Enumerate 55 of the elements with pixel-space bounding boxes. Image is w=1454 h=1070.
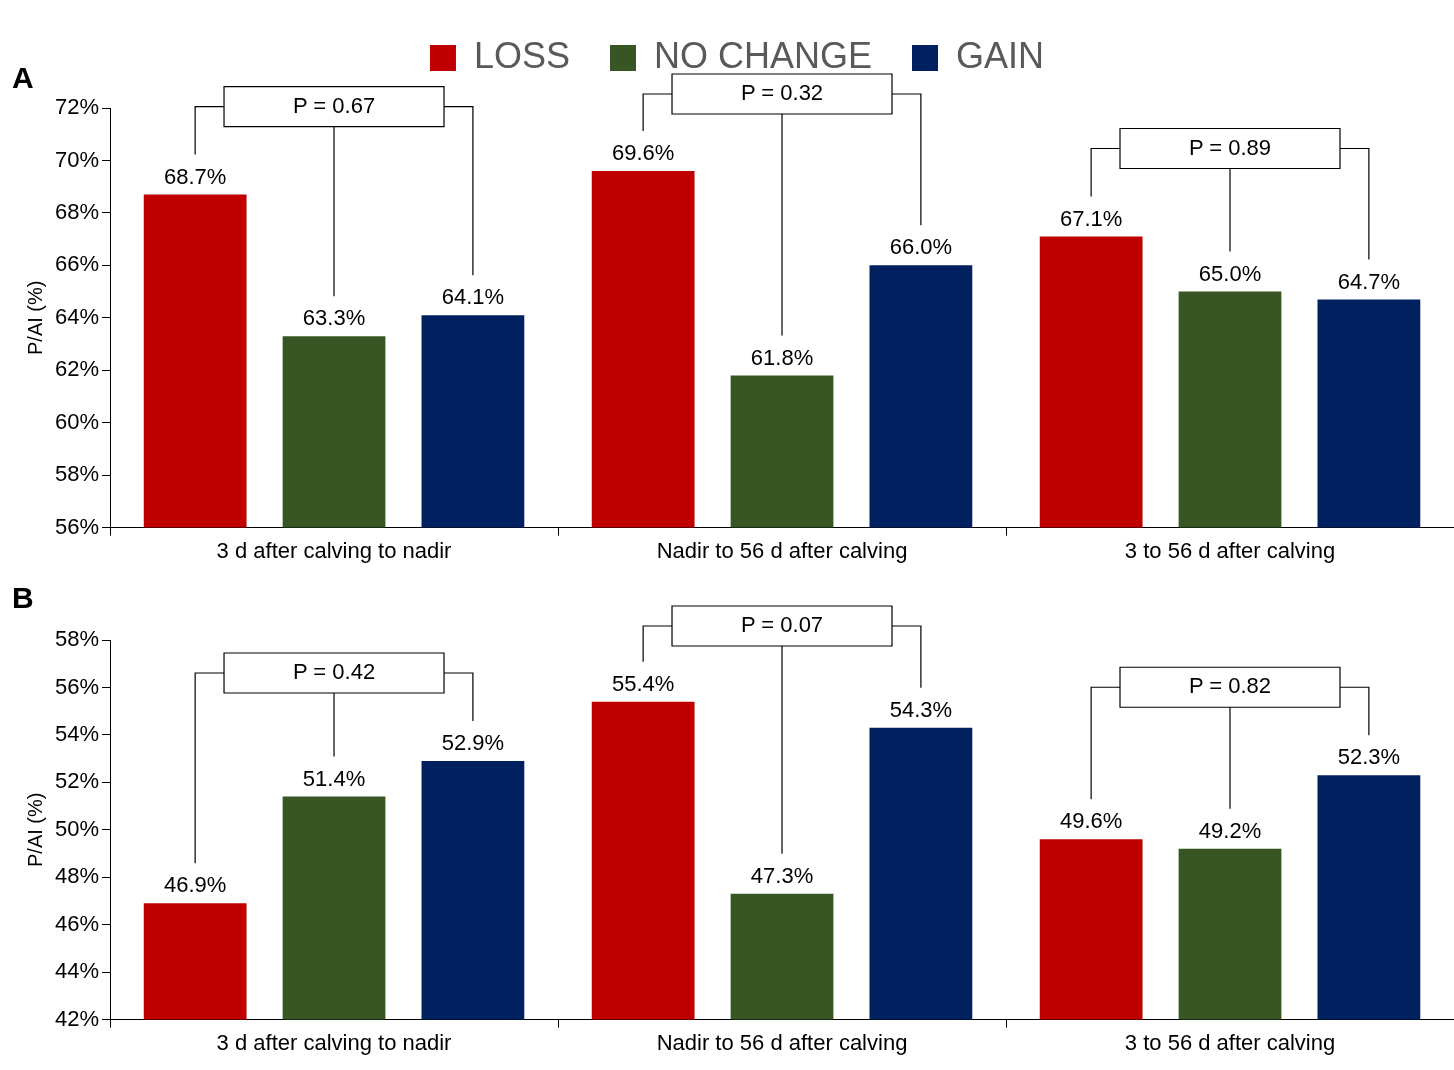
- legend-label: LOSS: [473, 34, 571, 76]
- y-tick-label: 42%: [54, 1005, 100, 1031]
- data-label: 69.6%: [611, 140, 675, 165]
- x-tick-label: Nadir to 56 d after calving: [656, 1029, 908, 1055]
- legend-label: NO CHANGE: [654, 34, 873, 76]
- chart-title: B: [12, 581, 34, 615]
- data-label: 46.9%: [163, 872, 227, 898]
- y-tick-label: 60%: [54, 408, 100, 434]
- x-tick-label: 3 to 56 d after calving: [1124, 1029, 1336, 1055]
- x-tick-label: Nadir to 56 d after calving: [656, 537, 908, 563]
- y-tick-label: 48%: [54, 863, 100, 889]
- data-label: 49.6%: [1059, 808, 1123, 834]
- y-tick-label: 62%: [54, 356, 100, 382]
- y-tick-label: 52%: [54, 768, 100, 794]
- data-label: 54.3%: [889, 696, 953, 722]
- y-axis-title: P/AI (%): [23, 792, 46, 868]
- data-label: 55.4%: [611, 670, 675, 696]
- data-label: 61.8%: [750, 344, 814, 370]
- y-tick-label: 50%: [54, 815, 100, 841]
- data-label: 52.3%: [1337, 744, 1401, 770]
- annotation: P = 0.07: [740, 612, 824, 638]
- y-tick-label: 70%: [54, 146, 100, 172]
- y-tick-label: 66%: [54, 251, 100, 277]
- y-tick-label: 46%: [54, 910, 100, 936]
- legend-label: GAIN: [956, 34, 1045, 76]
- y-tick-label: 56%: [54, 673, 100, 699]
- annotation: P = 0.32: [740, 80, 824, 106]
- data-label: 51.4%: [302, 765, 366, 791]
- y-tick-label: 58%: [54, 461, 100, 487]
- y-tick-label: 72%: [54, 94, 100, 120]
- data-label: 63.3%: [302, 305, 366, 331]
- annotation: P = 0.67: [292, 92, 376, 118]
- data-label: 66.0%: [889, 234, 953, 260]
- y-tick-label: 58%: [54, 626, 100, 652]
- data-label: 64.7%: [1337, 268, 1401, 294]
- y-axis-title: P/AI (%): [23, 280, 46, 356]
- data-label: 64.1%: [441, 284, 505, 310]
- data-label: 52.9%: [441, 730, 505, 756]
- y-tick-label: 56%: [54, 513, 100, 539]
- x-tick-label: 3 to 56 d after calving: [1124, 537, 1336, 563]
- annotation: P = 0.89: [1188, 134, 1272, 160]
- data-label: 47.3%: [750, 862, 814, 888]
- data-label: 65.0%: [1198, 260, 1262, 286]
- y-tick-label: 68%: [54, 198, 100, 224]
- y-tick-label: 54%: [54, 720, 100, 746]
- x-tick-label: 3 d after calving to nadir: [216, 537, 452, 563]
- y-tick-label: 64%: [54, 303, 100, 329]
- chart-title: A: [12, 61, 34, 95]
- data-label: 68.7%: [163, 163, 227, 189]
- x-tick-label: 3 d after calving to nadir: [216, 1029, 452, 1055]
- annotation: P = 0.82: [1188, 673, 1272, 699]
- data-label: 67.1%: [1059, 205, 1123, 231]
- y-tick-label: 44%: [54, 958, 100, 984]
- annotation: P = 0.42: [292, 659, 376, 685]
- data-label: 49.2%: [1198, 817, 1262, 843]
